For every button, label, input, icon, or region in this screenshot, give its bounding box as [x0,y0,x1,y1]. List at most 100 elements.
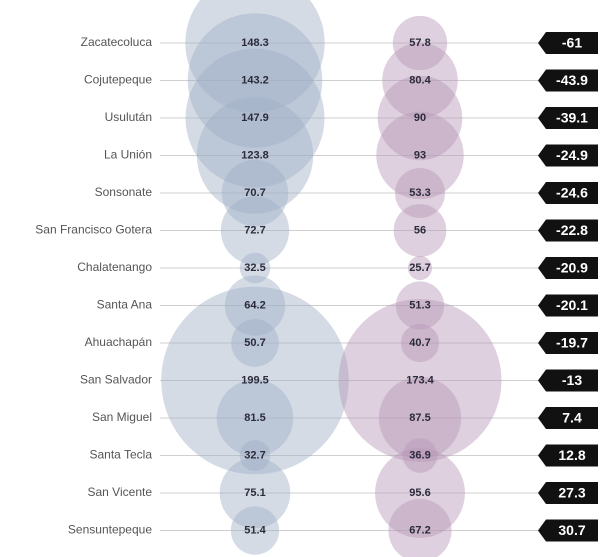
bubble-label: 90 [414,112,426,124]
difference-box [538,332,598,354]
bubble [377,75,463,161]
bubble [161,286,349,475]
bubble [400,323,440,363]
bubble [382,42,458,119]
city-label: San Vicente [88,485,153,499]
bubble-label: 32.7 [244,449,265,461]
difference-label: -39.1 [556,110,588,126]
bubble [196,97,314,214]
bubble-label: 72.7 [244,224,265,236]
bubble [375,448,465,538]
bubble-label: 57.8 [409,37,430,49]
difference-label: -61 [562,35,582,51]
bubble [402,438,438,473]
bubble-label: 51.3 [409,299,430,311]
difference-label: -20.9 [556,260,588,276]
bubble-label: 53.3 [409,187,430,199]
difference-label: 7.4 [562,410,582,426]
bubble [407,255,433,281]
bubble-label: 32.5 [244,262,265,274]
bubble-label: 56 [414,224,426,236]
bubble [231,319,279,367]
difference-label: 27.3 [558,485,585,501]
bubble [388,498,452,557]
city-label: La Unión [104,148,152,162]
bubble-label: 80.4 [409,74,431,86]
difference-label: -13 [562,372,582,388]
difference-box [538,407,598,429]
bubble [338,299,502,462]
difference-label: -22.8 [556,222,588,238]
difference-box [538,369,598,392]
bubble [395,281,445,330]
bubble [392,15,448,71]
difference-box [538,519,598,542]
bubble [239,440,271,471]
bubble [239,252,271,284]
difference-box [538,69,598,92]
difference-box [538,144,598,167]
bubble-label: 50.7 [244,337,265,349]
bubble-label: 123.8 [241,149,269,161]
guide-lines [160,42,545,531]
bubble-label: 40.7 [409,337,430,349]
bubble [216,379,294,457]
bubble-label: 173.4 [406,374,434,386]
bubble-label: 95.6 [409,487,430,499]
bubble-label: 25.7 [409,262,430,274]
city-label: Cojutepeque [84,73,152,87]
bubble-label: 148.3 [241,37,269,49]
difference-box [538,219,598,242]
city-label: Zacatecoluca [81,35,153,49]
difference-label: 12.8 [558,447,585,463]
difference-box [538,257,598,279]
bubble-label: 143.2 [241,74,269,86]
bubble-label: 199.5 [241,374,269,386]
bubble [185,0,325,113]
city-label: San Salvador [80,373,152,387]
difference-label: -24.9 [556,147,588,163]
bubble [230,506,280,555]
difference-label: 30.7 [558,522,585,538]
bubble-label: 147.9 [241,112,269,124]
city-label: Ahuachapán [85,335,152,349]
bubbles [161,0,502,557]
difference-box [538,482,598,504]
bubble-label: 67.2 [409,524,430,536]
city-label: Chalatenango [77,260,152,274]
bubble-label: 36.9 [409,449,430,461]
difference-label: -43.9 [556,72,588,88]
bubble-label: 93 [414,149,426,161]
difference-box [538,294,598,317]
difference-label: -19.7 [556,335,588,351]
bubble [187,13,323,148]
bubble [394,167,446,219]
bubble-label: 70.7 [244,187,265,199]
city-label: Sensuntepeque [68,523,152,537]
city-label: Sonsonate [95,185,153,199]
city-label: Santa Tecla [90,448,153,462]
city-label: Santa Ana [97,298,153,312]
difference-box [538,107,598,129]
city-label: San Francisco Gotera [35,223,152,237]
bubble [220,196,290,265]
bubble-label: 81.5 [244,412,265,424]
bubble [219,457,291,529]
city-label: Usulután [105,110,152,124]
bubble [221,159,289,227]
bubble [376,111,464,200]
difference-box [538,182,598,204]
bubble-label: 75.1 [244,487,265,499]
bubble [378,376,462,460]
difference-label: -24.6 [556,185,588,201]
bubble [185,48,325,188]
difference-box [538,32,598,54]
labels: Zacatecoluca Cojutepeque Usulután La Unión S… [35,32,598,542]
bubble-label: 51.4 [244,524,266,536]
bubble [224,275,286,336]
city-label: San Miguel [92,410,152,424]
difference-label: -20.1 [556,297,588,313]
bubble-label: 87.5 [409,412,430,424]
difference-box [538,444,598,467]
